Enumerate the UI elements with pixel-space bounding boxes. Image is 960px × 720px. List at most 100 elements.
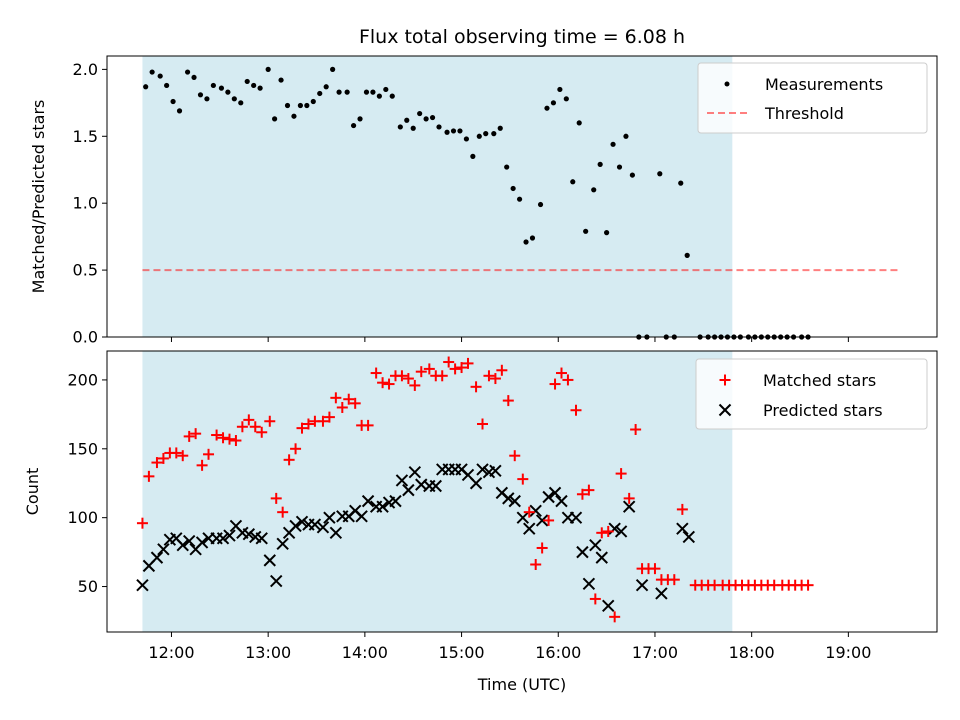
measurement-point bbox=[210, 82, 216, 89]
predicted-point bbox=[295, 515, 309, 529]
predicted-point-b bbox=[635, 578, 649, 592]
matched-point bbox=[649, 563, 661, 575]
measurement-point bbox=[417, 110, 423, 117]
matched-point bbox=[223, 433, 235, 445]
measurement-point bbox=[344, 89, 350, 95]
chart-title: Flux total observing time = 6.08 h bbox=[359, 26, 685, 48]
measurement-point bbox=[470, 153, 476, 159]
predicted-point-b bbox=[548, 486, 562, 500]
predicted-point-b bbox=[176, 539, 189, 552]
measurement-point bbox=[657, 171, 663, 177]
bottom-x-ticks: 12:00 13:00 14:00 15:00 16:00 17:00 18:00 19:00 bbox=[148, 632, 871, 662]
matched-point bbox=[477, 418, 489, 430]
measurement-point bbox=[537, 201, 544, 208]
measurement-point bbox=[257, 85, 263, 91]
predicted-point bbox=[289, 519, 302, 533]
measurement-point bbox=[423, 116, 429, 122]
predicted-point bbox=[308, 518, 322, 531]
measurement-point bbox=[576, 120, 582, 126]
matched-point bbox=[396, 370, 408, 382]
matched-point bbox=[668, 574, 680, 586]
predicted-point-b bbox=[582, 577, 596, 590]
matched-point bbox=[562, 374, 574, 386]
measurement-point bbox=[616, 164, 623, 170]
measurement-point bbox=[444, 129, 450, 135]
measurement-point bbox=[397, 124, 403, 130]
predicted-point bbox=[655, 587, 668, 600]
y-tick-label: 0.0 bbox=[73, 328, 98, 347]
measurement-point bbox=[370, 89, 376, 95]
predicted-point bbox=[195, 536, 209, 549]
x-tick-label: 19:00 bbox=[825, 643, 871, 662]
matched-point bbox=[409, 379, 421, 391]
predicted-point-b bbox=[429, 479, 442, 493]
measurement-point bbox=[197, 92, 204, 98]
measurement-point bbox=[297, 102, 303, 109]
matched-point bbox=[523, 506, 535, 518]
measurement-point bbox=[330, 66, 336, 72]
predicted-point bbox=[323, 511, 336, 524]
measurement-point bbox=[591, 187, 597, 193]
predicted-point bbox=[508, 494, 521, 508]
predicted-point-b bbox=[614, 525, 628, 538]
measurement-point bbox=[550, 100, 557, 106]
predicted-point-b bbox=[402, 483, 415, 497]
measurement-point bbox=[310, 98, 316, 105]
legend-measurements-label: Measurements bbox=[765, 75, 883, 94]
x-tick-label: 15:00 bbox=[439, 643, 485, 662]
matched-point bbox=[443, 356, 455, 368]
measurement-point bbox=[604, 230, 610, 236]
bottom-plot-area bbox=[136, 356, 814, 623]
measurement-point bbox=[410, 125, 416, 131]
matched-point bbox=[630, 424, 642, 436]
matched-point bbox=[436, 370, 448, 382]
top-legend: Measurements Threshold bbox=[697, 62, 928, 134]
matched-point bbox=[290, 443, 302, 455]
legend-plus bbox=[719, 374, 731, 386]
matched-point bbox=[170, 447, 182, 459]
measurement-point bbox=[570, 179, 576, 185]
legend-matched-marker bbox=[719, 374, 731, 386]
predicted-point-b bbox=[595, 551, 608, 564]
matched-point bbox=[270, 492, 282, 504]
predicted-point bbox=[395, 474, 409, 487]
predicted-point-b bbox=[170, 532, 183, 545]
top-x-ticks bbox=[170, 337, 849, 342]
measurement-point bbox=[284, 102, 291, 109]
predicted-point-b bbox=[255, 532, 268, 545]
matched-point bbox=[470, 381, 482, 393]
predicted-point-b bbox=[223, 529, 236, 542]
measurement-point bbox=[176, 108, 183, 114]
legend-cross bbox=[718, 403, 732, 417]
measurement-point bbox=[476, 133, 482, 139]
predicted-point bbox=[316, 521, 330, 534]
predicted-point bbox=[216, 532, 230, 545]
x-tick-label: 13:00 bbox=[245, 643, 291, 662]
predicted-point-b bbox=[216, 532, 230, 545]
measurement-point bbox=[231, 96, 237, 102]
matched-point bbox=[602, 525, 614, 537]
predicted-point-b bbox=[195, 536, 209, 549]
x-tick-label: 17:00 bbox=[632, 643, 678, 662]
predicted-point-b bbox=[263, 554, 276, 567]
matched-point bbox=[530, 559, 542, 571]
predicted-point bbox=[529, 504, 542, 517]
top-y-ticks: 0.0 0.5 1.0 1.5 2.0 bbox=[73, 60, 107, 347]
measurement-point bbox=[350, 122, 357, 129]
matched-point bbox=[496, 364, 508, 376]
measurement-point bbox=[304, 102, 310, 109]
measurement-point bbox=[544, 105, 550, 111]
matched-point bbox=[177, 450, 189, 462]
predicted-point bbox=[429, 479, 442, 493]
measurement-point bbox=[336, 89, 342, 95]
matched-point bbox=[623, 492, 635, 504]
measurement-point bbox=[563, 96, 569, 102]
predicted-point bbox=[582, 577, 596, 590]
predicted-point-b bbox=[136, 578, 149, 592]
measurement-point bbox=[170, 98, 176, 105]
matched-point bbox=[449, 363, 461, 375]
predicted-point bbox=[150, 551, 164, 564]
matched-point bbox=[596, 527, 608, 539]
matched-point bbox=[583, 484, 595, 496]
matched-point bbox=[517, 473, 529, 485]
